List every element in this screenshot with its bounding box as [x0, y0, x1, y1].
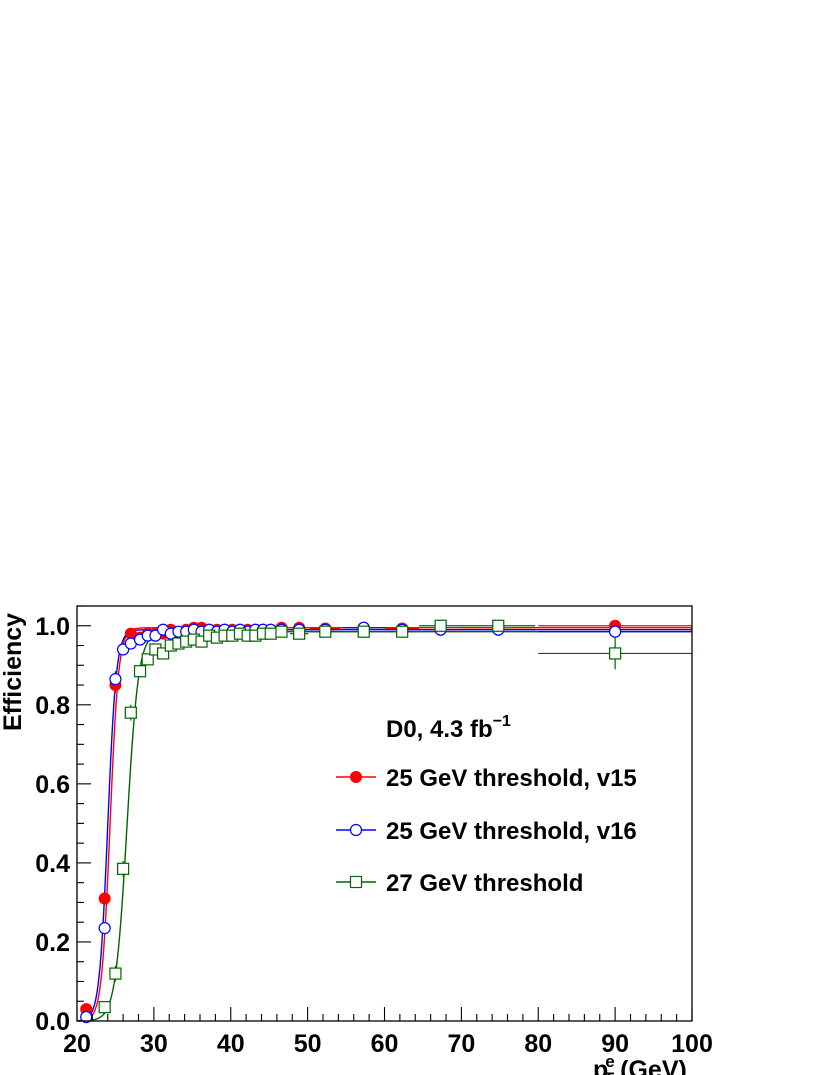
x-axis-label-unit: (GeV) [620, 1056, 687, 1075]
y-tick-label: 0.2 [35, 929, 70, 957]
data-point-series-2 [98, 922, 111, 935]
legend-marker [350, 771, 362, 783]
x-axis-label: peT (GeV) [593, 1052, 687, 1075]
data-point-series-3 [357, 625, 370, 638]
x-tick-labels: 20 30 40 50 60 70 80 90 100 [63, 1030, 713, 1058]
x-tick-label: 30 [140, 1030, 168, 1058]
data-point-series-3 [396, 625, 409, 638]
x-tick-label: 80 [524, 1030, 552, 1058]
x-tick-label: 50 [294, 1030, 322, 1058]
legend: 25 GeV threshold, v15 25 GeV threshold, v… [336, 765, 637, 897]
data-point-series-3 [293, 627, 306, 640]
x-tick-label: 20 [63, 1030, 91, 1058]
axis-ticks [76, 605, 693, 1022]
x-tick-label: 60 [371, 1030, 399, 1058]
y-tick-label: 0.4 [35, 850, 70, 878]
legend-entry-label: 25 GeV threshold, v16 [386, 818, 637, 845]
data-point-series-3 [133, 665, 147, 678]
data-point-series-3 [157, 647, 170, 660]
data-point-series-3 [264, 627, 277, 640]
x-axis-label-sup: e [605, 1052, 614, 1071]
luminosity-annotation-sup: −1 [493, 713, 511, 730]
data-point-series-2 [80, 1010, 93, 1024]
x-tick-label: 40 [217, 1030, 245, 1058]
x-tick-label: 90 [601, 1030, 629, 1058]
y-tick-label: 0.0 [35, 1008, 70, 1036]
y-tick-label: 0.6 [35, 771, 70, 799]
luminosity-annotation-text: D0, 4.3 fb [386, 716, 493, 743]
y-tick-label: 1.0 [35, 613, 70, 641]
y-tick-labels: 0.0 0.2 0.4 0.6 0.8 1.0 [35, 613, 70, 1036]
data-point-series-3 [109, 967, 122, 980]
x-tick-label: 100 [671, 1030, 713, 1058]
data-point-series-1 [98, 892, 111, 905]
data-point-series-3 [117, 862, 130, 875]
data-point-series-3 [141, 653, 154, 666]
luminosity-annotation: D0, 4.3 fb−1 [386, 713, 511, 743]
data-point-series-3 [319, 625, 332, 638]
data-point-series-3 [98, 1001, 111, 1014]
data-point-series-3 [275, 625, 288, 638]
x-axis-label-sub: T [604, 1069, 615, 1075]
data-point-series-2 [609, 625, 622, 638]
legend-marker [349, 875, 363, 889]
plot-frame [76, 605, 693, 1022]
data-point-series-3 [609, 647, 622, 660]
legend-entry-label: 27 GeV threshold [386, 870, 583, 897]
y-tick-label: 0.8 [35, 692, 70, 720]
data-point-series-2 [109, 673, 122, 686]
x-tick-label: 70 [447, 1030, 475, 1058]
y-axis-label: Efficiency [0, 613, 27, 731]
legend-entry-label: 25 GeV threshold, v15 [386, 765, 637, 792]
data-point-series-3 [492, 619, 505, 632]
legend-marker [349, 823, 363, 837]
data-point-series-3 [434, 619, 447, 632]
x-axis-label-p: p [593, 1056, 608, 1075]
data-markers [80, 619, 622, 1024]
error-bars [114, 625, 692, 982]
data-point-series-3 [124, 706, 137, 719]
